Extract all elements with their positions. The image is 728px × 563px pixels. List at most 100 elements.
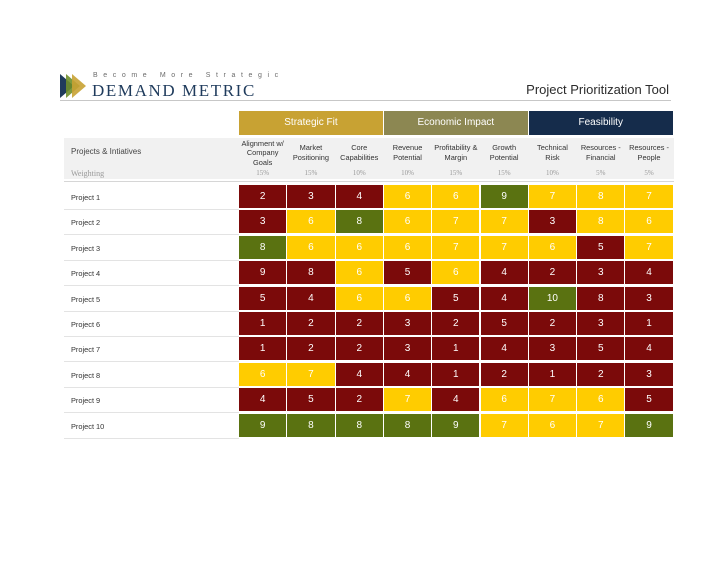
score-cell[interactable]: 8 [577,286,625,310]
score-cell[interactable]: 8 [577,185,625,208]
score-cell[interactable]: 4 [383,362,432,386]
score-cell[interactable]: 7 [287,362,335,386]
score-cell[interactable]: 7 [480,413,528,437]
score-cell[interactable]: 3 [239,210,287,234]
score-cell[interactable]: 1 [239,312,287,335]
score-cell[interactable]: 6 [432,261,480,285]
score-cell[interactable]: 8 [335,210,383,234]
score-cell[interactable]: 9 [625,413,673,437]
score-cell[interactable]: 4 [625,261,673,285]
score-cell[interactable]: 7 [480,210,528,234]
score-cell[interactable]: 5 [239,286,287,310]
score-cell[interactable]: 6 [383,286,432,310]
score-cell[interactable]: 6 [432,185,480,208]
weight-value: 15% [497,169,511,177]
score-cell[interactable]: 8 [383,413,432,437]
column-header-band [64,138,674,179]
score-cell[interactable]: 6 [528,235,577,259]
score-cell[interactable]: 9 [239,413,287,437]
score-cell[interactable]: 7 [577,413,625,437]
score-cell[interactable]: 4 [335,362,383,386]
score-cell[interactable]: 3 [528,337,577,361]
score-cell[interactable]: 5 [432,286,480,310]
score-cell[interactable]: 4 [480,261,528,285]
score-cell[interactable]: 3 [625,286,673,310]
score-cell[interactable]: 5 [287,388,335,412]
score-cell[interactable]: 5 [577,337,625,361]
score-cell[interactable]: 6 [335,235,383,259]
score-cell[interactable]: 3 [577,312,625,335]
score-cell[interactable]: 3 [577,261,625,285]
score-cell[interactable]: 2 [577,362,625,386]
score-cell[interactable]: 3 [528,210,577,234]
score-cell[interactable]: 5 [625,388,673,412]
score-cell[interactable]: 2 [239,185,287,208]
score-cell[interactable]: 9 [432,413,480,437]
score-cell[interactable]: 5 [383,261,432,285]
weight-value: 5% [644,169,654,177]
score-cell[interactable]: 7 [480,235,528,259]
score-cell[interactable]: 2 [480,362,528,386]
score-cell[interactable]: 5 [480,312,528,335]
score-cell[interactable]: 3 [383,337,432,361]
score-cell[interactable]: 4 [239,388,287,412]
score-cell[interactable]: 7 [432,210,480,234]
score-cell[interactable]: 6 [480,388,528,412]
score-cell[interactable]: 8 [287,413,335,437]
score-cell[interactable]: 6 [383,185,432,208]
score-cell[interactable]: 4 [480,286,528,310]
score-cell[interactable]: 6 [625,210,673,234]
score-cell[interactable]: 7 [528,388,577,412]
score-cell[interactable]: 6 [577,388,625,412]
score-cell[interactable]: 7 [432,235,480,259]
score-cell[interactable]: 6 [528,413,577,437]
score-cell[interactable]: 6 [239,362,287,386]
score-cell[interactable]: 4 [480,337,528,361]
score-cell[interactable]: 2 [432,312,480,335]
score-cell[interactable]: 6 [287,235,335,259]
score-cell[interactable]: 2 [335,388,383,412]
score-cell[interactable]: 4 [432,388,480,412]
score-cell[interactable]: 10 [528,286,577,310]
score-cell[interactable]: 4 [335,185,383,208]
score-cell[interactable]: 8 [577,210,625,234]
project-name: Project 10 [71,421,105,431]
score-cell[interactable]: 7 [625,185,673,208]
row-divider [64,234,239,236]
score-cell[interactable]: 6 [287,210,335,234]
score-cell[interactable]: 1 [432,337,480,361]
score-cell[interactable]: 2 [335,337,383,361]
score-cell[interactable]: 8 [287,261,335,285]
score-cell[interactable]: 6 [383,235,432,259]
score-cell[interactable]: 7 [528,185,577,208]
project-name: Project 1 [71,193,101,202]
score-cell[interactable]: 3 [625,362,673,386]
score-cell[interactable]: 3 [383,312,432,335]
score-cell[interactable]: 6 [335,286,383,310]
score-cell[interactable]: 8 [335,413,383,437]
score-cell[interactable]: 2 [528,312,577,335]
score-cell[interactable]: 8 [239,235,287,259]
score-cell[interactable]: 4 [625,337,673,361]
project-name: Project 6 [71,320,101,329]
score-cell[interactable]: 4 [287,286,335,310]
score-cell[interactable]: 7 [383,388,432,412]
score-cell[interactable]: 2 [287,337,335,361]
score-cell[interactable]: 7 [625,235,673,259]
score-cell[interactable]: 9 [239,261,287,285]
score-cell[interactable]: 1 [432,362,480,386]
score-cell[interactable]: 2 [287,312,335,335]
column-header-label: Alignment w/ Company Goals [241,138,284,167]
score-cell[interactable]: 1 [528,362,577,386]
score-cell[interactable]: 1 [625,312,673,335]
logo-tagline: Become More Strategic [93,72,284,79]
score-cell[interactable]: 1 [239,337,287,361]
score-cell[interactable]: 5 [577,235,625,259]
score-cell[interactable]: 9 [480,185,528,208]
score-cell[interactable]: 6 [383,210,432,234]
score-cell[interactable]: 2 [528,261,577,285]
column-header: Core Capabilities [336,138,383,168]
score-cell[interactable]: 2 [335,312,383,335]
score-cell[interactable]: 6 [335,261,383,285]
score-cell[interactable]: 3 [287,185,335,208]
